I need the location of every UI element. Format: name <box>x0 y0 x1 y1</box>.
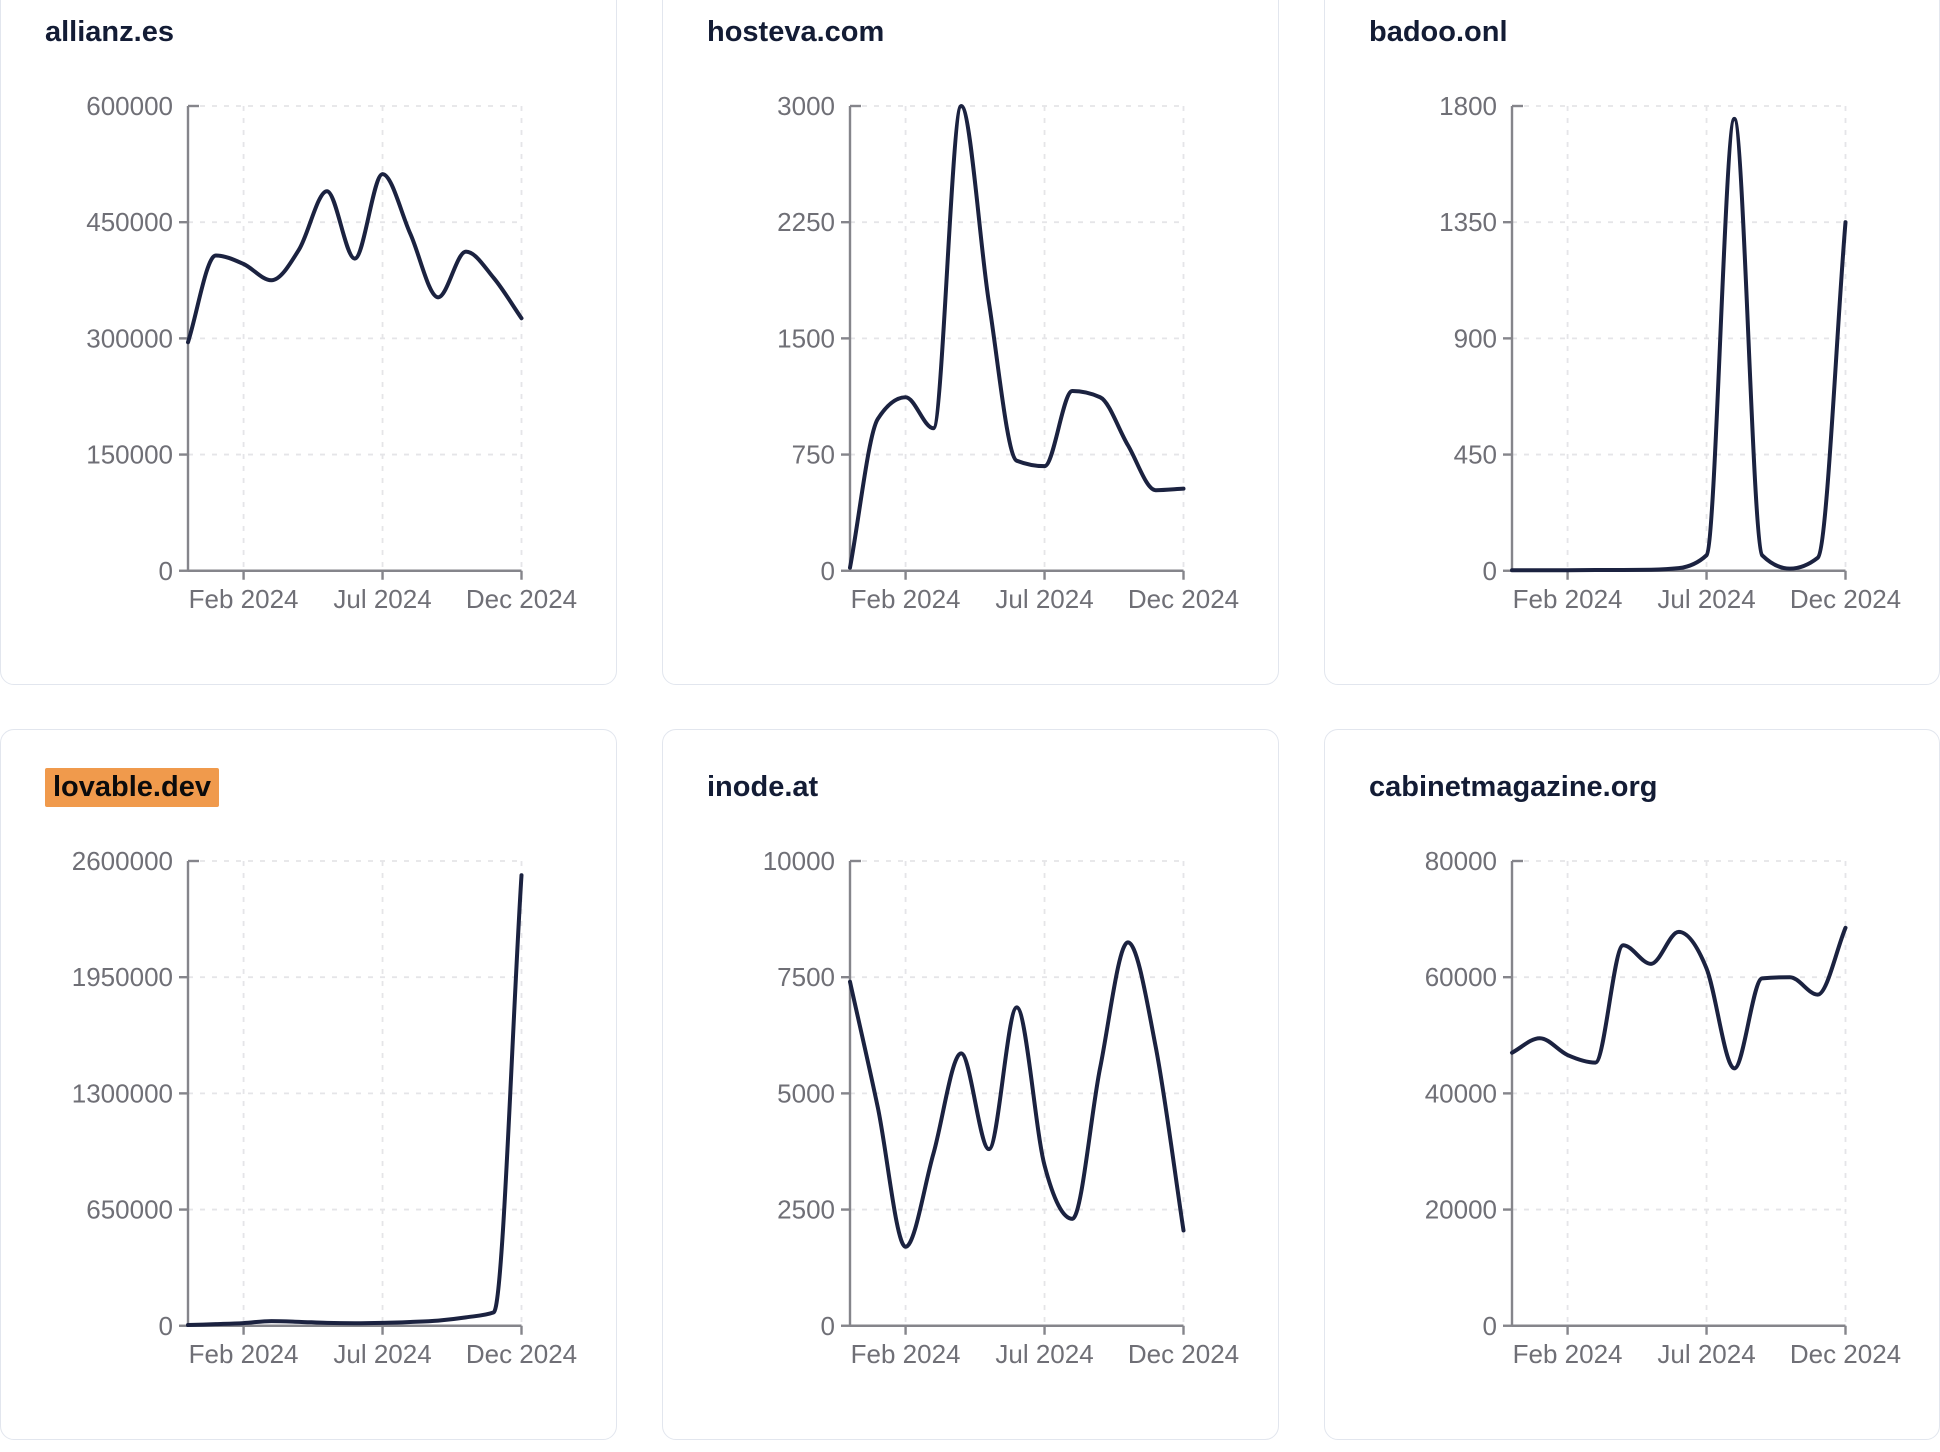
line-chart: 0 450 900 1350 1800 Feb 2024 Jul 2024 Dec 2024 <box>1439 91 1901 614</box>
line-chart: 0 150000 300000 450000 600000 Feb 2024 Jul 202… <box>86 91 577 614</box>
chart-title: cabinetmagazine.org <box>1369 768 1657 806</box>
x-tick-label: Jul 2024 <box>1657 584 1755 614</box>
chart-title: allianz.es <box>45 13 174 51</box>
line-chart: 0 650000 1300000 1950000 2600000 Feb 2024 Jul … <box>72 846 577 1369</box>
chart-title: badoo.onl <box>1369 13 1508 51</box>
y-tick-label: 1300000 <box>72 1078 173 1108</box>
line-chart: 0 2500 5000 7500 10000 Feb 2024 Jul 2024 Dec 20… <box>763 846 1239 1369</box>
x-tick-label: Dec 2024 <box>1790 584 1901 614</box>
y-tick-label: 0 <box>1483 1311 1497 1341</box>
x-tick-label: Dec 2024 <box>466 584 577 614</box>
data-line <box>1510 925 1848 1071</box>
x-tick-label: Feb 2024 <box>1513 1339 1623 1369</box>
y-tick-label: 7500 <box>777 962 835 992</box>
x-tick-label: Dec 2024 <box>466 1339 577 1369</box>
x-tick-label: Feb 2024 <box>851 1339 961 1369</box>
y-tick-label: 20000 <box>1425 1195 1497 1225</box>
chart-title: inode.at <box>707 768 818 806</box>
domain-name-label: inode.at <box>707 771 819 803</box>
y-tick-label: 1950000 <box>72 962 173 992</box>
x-tick-label: Dec 2024 <box>1128 1339 1239 1369</box>
domain-name-label: cabinetmagazine.org <box>1369 771 1658 803</box>
chart-title: hosteva.com <box>707 13 884 51</box>
x-tick-label: Feb 2024 <box>1513 584 1623 614</box>
chart-card-cabinetmagazine-org: cabinetmagazine.org 0 20000 40000 60000 8000… <box>1324 729 1940 1440</box>
y-tick-label: 600000 <box>86 91 173 121</box>
chart-card-allianz-es: allianz.es 0 150000 300000 450000 600000 Feb … <box>0 0 617 685</box>
y-tick-label: 0 <box>159 1311 173 1341</box>
y-tick-label: 0 <box>1483 556 1497 586</box>
x-tick-label: Dec 2024 <box>1790 1339 1901 1369</box>
y-tick-label: 5000 <box>777 1078 835 1108</box>
x-tick-label: Feb 2024 <box>851 584 961 614</box>
domain-name-label: badoo.onl <box>1369 16 1508 48</box>
data-line <box>1510 116 1848 573</box>
x-tick-label: Dec 2024 <box>1128 584 1239 614</box>
domain-name-label-highlighted: lovable.dev <box>45 768 219 807</box>
data-line <box>186 172 524 345</box>
chart-card-lovable-dev: lovable.dev 0 650000 1300000 1950000 2600000… <box>0 729 617 1440</box>
domain-name-label: hosteva.com <box>707 16 885 48</box>
x-tick-label: Jul 2024 <box>333 584 431 614</box>
data-line <box>186 873 524 1328</box>
y-tick-label: 0 <box>821 1311 835 1341</box>
line-chart: 0 750 1500 2250 3000 Feb 2024 Jul 2024 Dec 2024 <box>777 91 1239 614</box>
y-tick-label: 650000 <box>86 1195 173 1225</box>
chart-card-hosteva-com: hosteva.com 0 750 1500 2250 3000 Feb 2024 Jul … <box>662 0 1279 685</box>
data-line <box>848 104 1186 570</box>
y-tick-label: 450 <box>1454 440 1497 470</box>
x-tick-label: Jul 2024 <box>1657 1339 1755 1369</box>
y-tick-label: 1800 <box>1439 91 1497 121</box>
x-tick-label: Feb 2024 <box>189 1339 299 1369</box>
y-tick-label: 1350 <box>1439 207 1497 237</box>
y-tick-label: 2600000 <box>72 846 173 876</box>
y-tick-label: 3000 <box>777 91 835 121</box>
data-line <box>848 940 1186 1249</box>
chart-title: lovable.dev <box>45 768 219 807</box>
chart-card-inode-at: inode.at 0 2500 5000 7500 10000 Feb 2024 Jul 2… <box>662 729 1279 1440</box>
x-tick-label: Feb 2024 <box>189 584 299 614</box>
x-tick-label: Jul 2024 <box>995 1339 1093 1369</box>
y-tick-label: 0 <box>821 556 835 586</box>
y-tick-label: 2250 <box>777 207 835 237</box>
y-tick-label: 1500 <box>777 323 835 353</box>
y-tick-label: 150000 <box>86 440 173 470</box>
y-tick-label: 300000 <box>86 323 173 353</box>
x-tick-label: Jul 2024 <box>995 584 1093 614</box>
y-tick-label: 60000 <box>1425 962 1497 992</box>
y-tick-label: 750 <box>792 440 835 470</box>
y-tick-label: 900 <box>1454 323 1497 353</box>
y-tick-label: 40000 <box>1425 1078 1497 1108</box>
y-tick-label: 10000 <box>763 846 835 876</box>
y-tick-label: 450000 <box>86 207 173 237</box>
chart-card-badoo-onl: badoo.onl 0 450 900 1350 1800 Feb 2024 Jul 202… <box>1324 0 1940 685</box>
line-chart: 0 20000 40000 60000 80000 Feb 2024 Jul 2024 Dec… <box>1425 846 1901 1369</box>
y-tick-label: 2500 <box>777 1195 835 1225</box>
y-tick-label: 80000 <box>1425 846 1497 876</box>
x-tick-label: Jul 2024 <box>333 1339 431 1369</box>
y-tick-label: 0 <box>159 556 173 586</box>
domain-name-label: allianz.es <box>45 16 174 48</box>
